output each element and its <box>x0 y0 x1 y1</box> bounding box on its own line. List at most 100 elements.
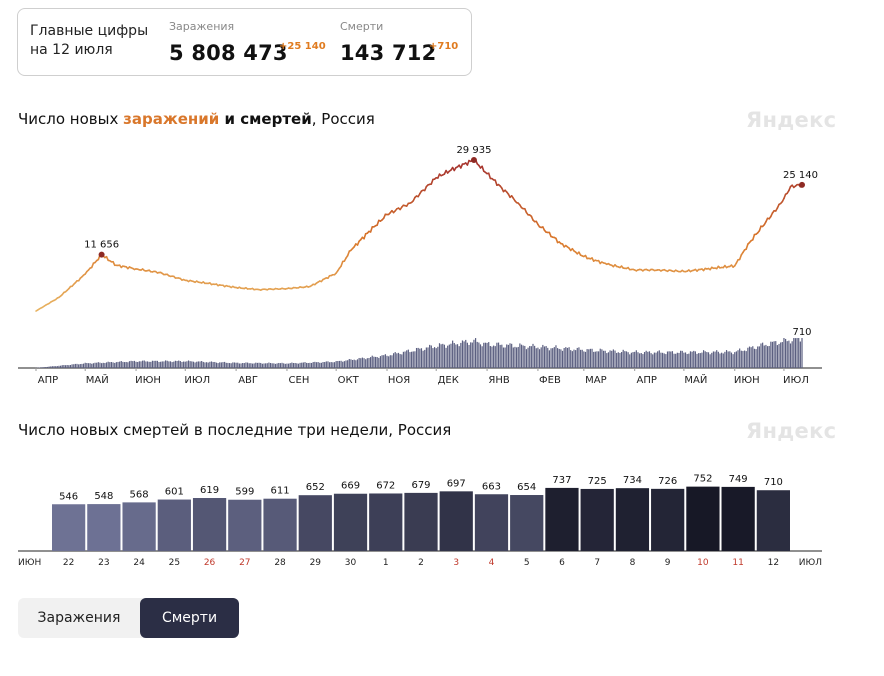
death-bar <box>205 362 208 368</box>
death-bar <box>504 347 506 368</box>
death-bar <box>729 351 731 368</box>
day-label: 8 <box>630 558 636 568</box>
day-label: 2 <box>418 558 424 568</box>
death-bar <box>796 338 798 368</box>
death-bar <box>145 361 147 368</box>
death-bar <box>420 348 423 368</box>
death-bar <box>309 362 311 368</box>
month-label: ДЕК <box>438 375 459 385</box>
death-bar <box>789 343 792 368</box>
month-label: НОЯ <box>388 375 410 385</box>
death-bar <box>565 347 567 368</box>
death-bar <box>373 356 375 368</box>
death-bar <box>745 351 747 368</box>
death-bar <box>230 363 232 368</box>
infections-segment <box>738 254 743 261</box>
death-bar <box>173 361 175 368</box>
death-bar <box>537 347 539 368</box>
death-bar <box>168 361 170 368</box>
death-bar <box>84 362 86 368</box>
toggle-deaths-button[interactable]: Смерти <box>140 598 239 638</box>
death-bar <box>317 362 319 368</box>
death-bar <box>45 367 47 368</box>
death-bar <box>547 347 549 368</box>
death-bar <box>445 347 447 368</box>
death-bar-2 <box>404 492 438 551</box>
death-bar <box>471 342 473 368</box>
death-bar <box>402 351 405 368</box>
death-bar <box>602 350 605 368</box>
death-bar <box>524 345 526 368</box>
death-bar <box>748 346 751 368</box>
death-bar <box>581 349 583 368</box>
toggle-infections-button[interactable]: Заражения <box>37 610 121 626</box>
death-bar <box>388 356 390 368</box>
bar-value-label: 710 <box>764 477 783 488</box>
day-label: 29 <box>310 558 322 568</box>
death-bar-29 <box>298 495 332 551</box>
death-bar-26 <box>192 498 227 551</box>
death-bar <box>268 362 270 368</box>
death-bar <box>383 355 385 368</box>
death-bar <box>240 363 242 368</box>
death-bar <box>665 354 667 368</box>
day-label: 7 <box>594 558 600 568</box>
death-bar-10 <box>686 486 720 551</box>
death-bar <box>397 352 400 368</box>
death-bar <box>653 352 655 368</box>
death-bar <box>634 351 636 368</box>
death-bar <box>780 342 782 368</box>
death-bar <box>542 344 544 368</box>
death-bar <box>639 353 641 368</box>
death-bar <box>394 352 396 368</box>
death-bar <box>181 361 183 368</box>
death-bar <box>584 351 587 368</box>
death-bar <box>114 362 116 368</box>
death-bar <box>266 363 268 368</box>
death-bar <box>343 361 345 368</box>
deaths-three-weeks-chart: 5462254823568246012561926599276112865229… <box>18 474 822 568</box>
month-label: АПР <box>38 375 58 385</box>
death-bar <box>425 347 427 368</box>
death-bar <box>224 361 226 368</box>
death-bar <box>675 353 677 368</box>
death-bars <box>35 338 803 368</box>
death-bar <box>356 359 359 368</box>
death-bar <box>506 344 508 368</box>
death-bar <box>355 360 357 368</box>
death-bar <box>512 347 514 368</box>
death-bar <box>511 343 513 368</box>
death-bar <box>456 344 459 368</box>
death-bar <box>99 362 101 368</box>
death-bar <box>794 338 797 368</box>
month-label: МАЙ <box>684 373 707 385</box>
death-bar <box>271 363 273 368</box>
death-bar <box>742 350 744 368</box>
death-bar <box>40 367 42 368</box>
death-bar <box>87 363 90 368</box>
bar-value-label: 737 <box>552 475 571 486</box>
metric-toggle: Заражения Смерти <box>18 598 239 638</box>
death-bar <box>288 363 290 368</box>
death-bar <box>276 363 278 368</box>
death-bar <box>417 347 419 368</box>
death-bar <box>158 361 160 368</box>
death-bar <box>411 351 413 368</box>
death-bar <box>668 351 670 368</box>
death-bar <box>735 351 737 368</box>
death-bar <box>191 361 193 368</box>
death-bar <box>758 346 760 368</box>
death-bar <box>535 348 537 368</box>
death-bar <box>680 350 682 368</box>
death-bar <box>392 353 395 368</box>
death-bar <box>791 341 793 368</box>
death-bar <box>640 353 642 368</box>
death-bar <box>739 348 741 368</box>
death-bar <box>304 362 306 368</box>
day-label: 25 <box>169 558 180 568</box>
death-bar <box>557 348 559 368</box>
death-bar <box>261 363 263 368</box>
death-bar <box>204 362 206 368</box>
death-bar <box>616 352 618 368</box>
death-bar <box>721 352 723 368</box>
